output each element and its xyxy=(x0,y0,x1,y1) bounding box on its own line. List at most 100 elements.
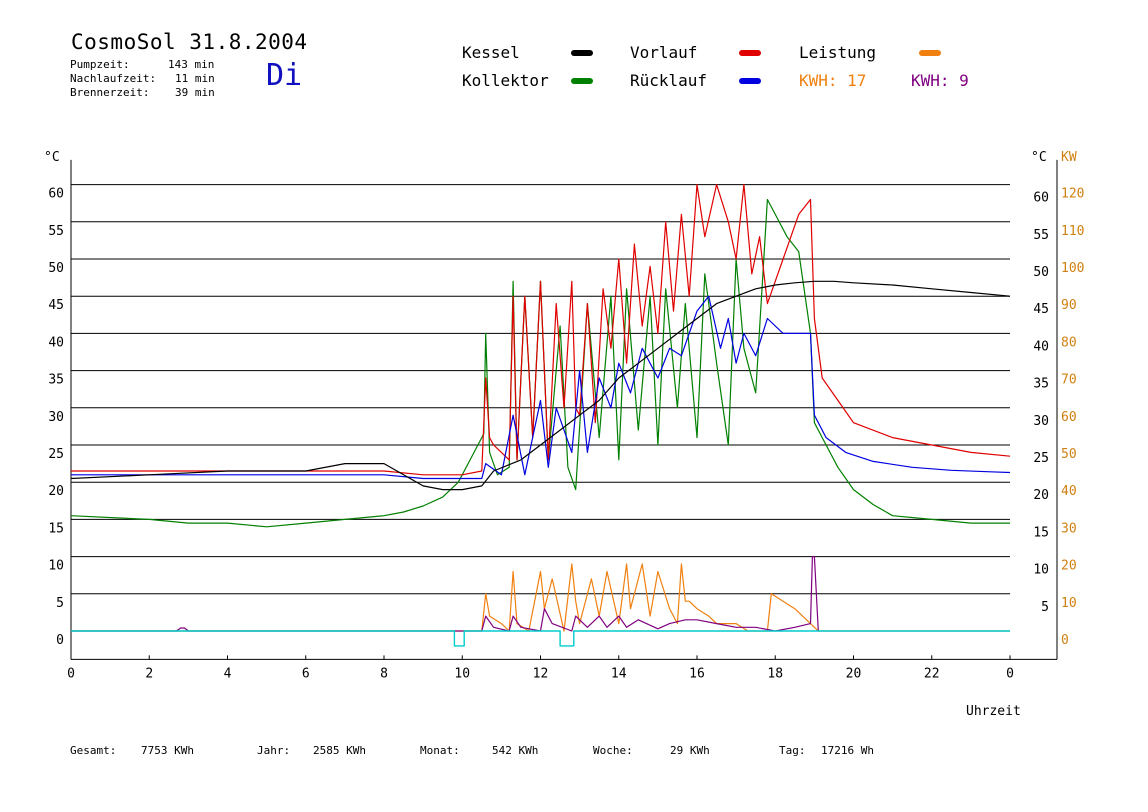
legend-kessel: Kessel xyxy=(462,43,520,62)
y-tick-label-left: 30 xyxy=(48,410,64,425)
stat-value: 11 min xyxy=(175,72,215,85)
footer-jahr-value: 2585 KWh xyxy=(313,744,366,757)
x-tick-label: 16 xyxy=(689,666,705,681)
stat-label: Nachlaufzeit: xyxy=(70,72,157,85)
x-tick-label: 4 xyxy=(224,666,232,681)
legend-ruecklauf-swatch xyxy=(739,78,761,84)
stat-pumpzeit: Pumpzeit: 143 min xyxy=(70,58,220,71)
x-tick-label: 18 xyxy=(767,666,783,681)
y-tick-label-right: 45 xyxy=(1033,302,1049,317)
series-lines xyxy=(70,184,1011,647)
footer-tag-label: Tag: xyxy=(779,744,806,757)
y-tick-label-kw: 70 xyxy=(1061,373,1077,388)
y-tick-label-left: 15 xyxy=(48,521,64,536)
y-tick-label-left: 0 xyxy=(56,633,64,648)
x-tick-label: 0 xyxy=(1006,666,1014,681)
y-tick-label-left: 35 xyxy=(48,373,64,388)
y-tick-label-kw: 100 xyxy=(1061,261,1084,276)
footer-monat-value: 542 KWh xyxy=(492,744,539,757)
footer-jahr-label: Jahr: xyxy=(257,744,291,757)
x-tick-label: 2 xyxy=(145,666,153,681)
y-unit-right: °C xyxy=(1031,150,1047,165)
y-tick-label-right: 30 xyxy=(1033,414,1049,429)
series-line-kessel xyxy=(70,280,1011,491)
y-tick-label-right: 60 xyxy=(1033,191,1049,206)
y-tick-label-kw: 10 xyxy=(1061,596,1077,611)
y-tick-label-right: 15 xyxy=(1033,525,1049,540)
legend-vorlauf: Vorlauf xyxy=(630,43,698,62)
y-tick-label-left: 60 xyxy=(48,187,64,202)
series-line-leistung xyxy=(71,563,1010,632)
y-tick-label-left: 25 xyxy=(48,447,64,462)
y-tick-label-left: 20 xyxy=(48,484,64,499)
x-tick-label: 0 xyxy=(67,666,75,681)
x-tick-label: 8 xyxy=(380,666,388,681)
y-tick-label-kw: 30 xyxy=(1061,521,1077,536)
y-tick-label-left: 50 xyxy=(48,261,64,276)
x-tick-label: 22 xyxy=(924,666,940,681)
footer-woche-value: 29 KWh xyxy=(670,744,710,757)
stat-brennerzeit: Brennerzeit: 39 min xyxy=(70,86,220,99)
tick-labels: 0 2 4 6 8 10 12 14 16 18 20 22 005101520253035404550… xyxy=(48,187,1084,682)
series-line-pumpe xyxy=(71,630,1010,647)
y-tick-label-right: 40 xyxy=(1033,339,1049,354)
legend-vorlauf-swatch xyxy=(739,50,761,56)
weekday-label: Di xyxy=(266,58,303,93)
y-tick-label-kw: 40 xyxy=(1061,484,1077,499)
series-line-leistung-kwh-2 xyxy=(71,555,819,632)
stat-value: 39 min xyxy=(175,86,215,99)
y-tick-label-right: 25 xyxy=(1033,451,1049,466)
series-line-vorlauf xyxy=(71,184,1011,476)
legend-leistung-swatch xyxy=(919,50,941,56)
y-unit-left: °C xyxy=(44,150,60,165)
y-tick-label-kw: 110 xyxy=(1061,224,1084,239)
legend-kwh-orange: KWH: 17 xyxy=(799,71,867,90)
legend-kwh-purple: KWH: 9 xyxy=(911,71,969,90)
stat-label: Pumpzeit: xyxy=(70,58,130,71)
x-tick-label: 10 xyxy=(454,666,470,681)
y-tick-label-right: 20 xyxy=(1033,488,1049,503)
x-tick-label: 14 xyxy=(611,666,627,681)
grid xyxy=(71,184,1010,595)
footer-woche-label: Woche: xyxy=(593,744,633,757)
stat-label: Brennerzeit: xyxy=(70,86,150,99)
y-tick-label-left: 45 xyxy=(48,298,64,313)
legend-leistung: Leistung xyxy=(799,43,877,62)
y-tick-label-kw: 60 xyxy=(1061,410,1077,425)
legend-kessel-swatch xyxy=(571,50,593,56)
y-tick-label-left: 40 xyxy=(48,335,64,350)
y-tick-label-kw: 20 xyxy=(1061,559,1077,574)
axes xyxy=(70,159,1058,660)
series-line-r-cklauf xyxy=(71,295,1011,480)
x-tick-label: 12 xyxy=(533,666,549,681)
y-tick-label-left: 5 xyxy=(56,596,64,611)
y-tick-label-kw: 120 xyxy=(1061,187,1084,202)
y-tick-label-right: 55 xyxy=(1033,228,1049,243)
series-line-kollektor xyxy=(70,198,1010,528)
y-tick-label-kw: 80 xyxy=(1061,335,1077,350)
legend-kollektor-swatch xyxy=(571,78,593,84)
x-axis-label: Uhrzeit xyxy=(966,704,1021,719)
y-tick-label-left: 10 xyxy=(48,559,64,574)
y-tick-label-right: 10 xyxy=(1033,563,1049,578)
y-tick-label-kw: 0 xyxy=(1061,633,1069,648)
stat-nachlaufzeit: Nachlaufzeit: 11 min xyxy=(70,72,220,85)
y-tick-label-kw: 90 xyxy=(1061,298,1077,313)
y-unit-kw: KW xyxy=(1061,150,1077,165)
y-tick-label-right: 5 xyxy=(1041,600,1049,615)
y-tick-label-left: 55 xyxy=(48,224,64,239)
legend-kollektor: Kollektor xyxy=(462,71,549,90)
y-tick-label-kw: 50 xyxy=(1061,447,1077,462)
footer-gesamt-label: Gesamt: xyxy=(70,744,117,757)
x-tick-label: 20 xyxy=(846,666,862,681)
chart-title: CosmoSol 31.8.2004 xyxy=(71,30,308,54)
x-tick-label: 6 xyxy=(302,666,310,681)
footer-monat-label: Monat: xyxy=(420,744,460,757)
stat-value: 143 min xyxy=(168,58,215,71)
footer-gesamt-value: 7753 KWh xyxy=(141,744,194,757)
footer-tag-value: 17216 Wh xyxy=(821,744,874,757)
legend-ruecklauf: Rücklauf xyxy=(630,71,708,90)
y-tick-label-right: 50 xyxy=(1033,265,1049,280)
y-tick-label-right: 35 xyxy=(1033,377,1049,392)
